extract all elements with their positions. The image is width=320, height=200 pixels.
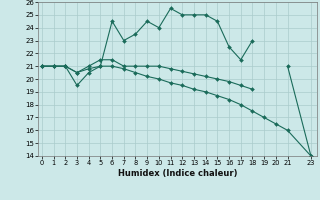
X-axis label: Humidex (Indice chaleur): Humidex (Indice chaleur) (118, 169, 237, 178)
